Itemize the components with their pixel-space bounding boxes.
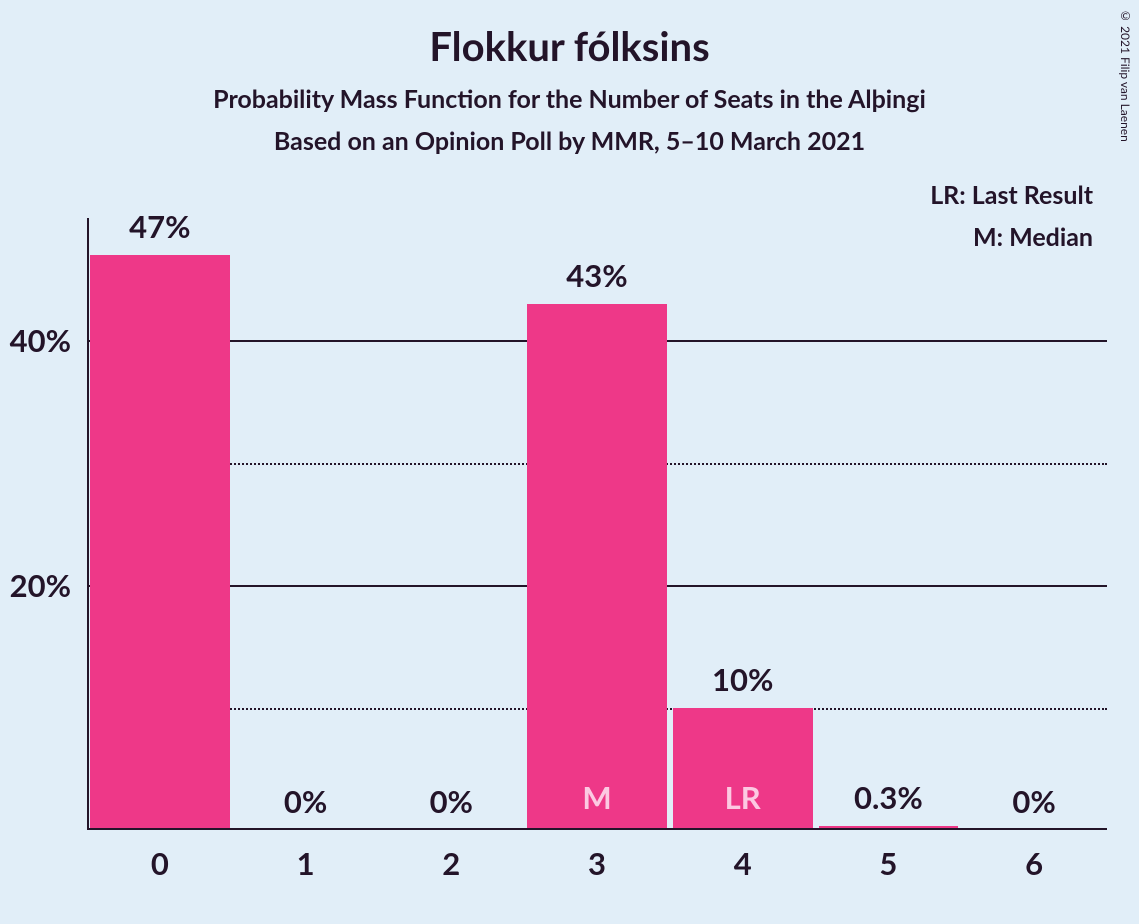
bar: 43%M	[527, 304, 667, 830]
x-tick-label: 6	[1025, 830, 1043, 882]
bar-value-label: 0%	[284, 782, 327, 830]
y-tick-label: 20%	[10, 566, 87, 604]
x-tick-label: 2	[442, 830, 460, 882]
x-tick-label: 1	[297, 830, 315, 882]
bar: 10%LR	[673, 708, 813, 830]
bar-value-label: 43%	[566, 256, 627, 304]
chart-title: Flokkur fólksins	[0, 0, 1139, 70]
x-tick-label: 5	[879, 830, 897, 882]
legend-item: M: Median	[973, 222, 1093, 252]
chart-subtitle-2: Based on an Opinion Poll by MMR, 5–10 Ma…	[0, 114, 1139, 156]
x-tick-label: 3	[588, 830, 606, 882]
bar-value-label: 0%	[430, 782, 473, 830]
bar: 47%	[90, 255, 230, 830]
chart-subtitle: Probability Mass Function for the Number…	[0, 70, 1139, 114]
bar-marker: LR	[725, 778, 761, 816]
bar-value-label: 47%	[129, 207, 190, 255]
bar-marker: M	[582, 778, 611, 816]
y-axis	[87, 218, 89, 830]
chart-area: 20%40%47%00%10%243%M310%LR40.3%50%6LR: L…	[87, 218, 1107, 830]
copyright-text: © 2021 Filip van Laenen	[1118, 8, 1133, 142]
x-tick-label: 0	[151, 830, 169, 882]
x-tick-label: 4	[734, 830, 752, 882]
x-axis	[87, 828, 1107, 830]
bar-value-label: 0.3%	[854, 778, 923, 826]
y-tick-label: 40%	[10, 321, 87, 359]
bar-value-label: 0%	[1012, 782, 1055, 830]
bar-value-label: 10%	[712, 660, 773, 708]
legend-item: LR: Last Result	[930, 180, 1093, 210]
